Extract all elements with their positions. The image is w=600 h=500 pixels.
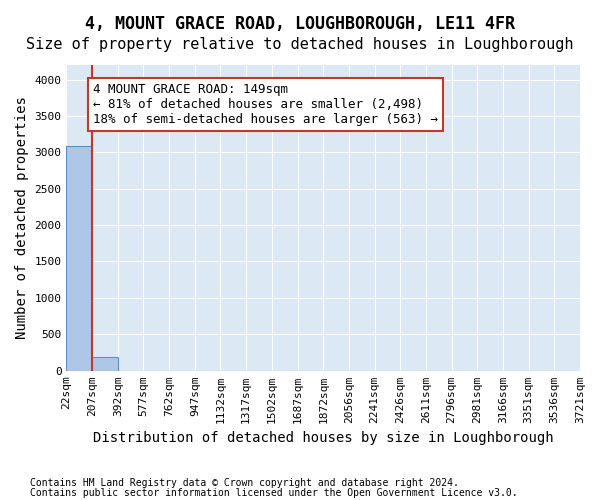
X-axis label: Distribution of detached houses by size in Loughborough: Distribution of detached houses by size … <box>93 431 554 445</box>
Text: 4, MOUNT GRACE ROAD, LOUGHBOROUGH, LE11 4FR: 4, MOUNT GRACE ROAD, LOUGHBOROUGH, LE11 … <box>85 15 515 33</box>
Text: Contains public sector information licensed under the Open Government Licence v3: Contains public sector information licen… <box>30 488 518 498</box>
Bar <box>67 146 92 370</box>
Y-axis label: Number of detached properties: Number of detached properties <box>15 96 29 339</box>
Text: Size of property relative to detached houses in Loughborough: Size of property relative to detached ho… <box>26 38 574 52</box>
Text: Contains HM Land Registry data © Crown copyright and database right 2024.: Contains HM Land Registry data © Crown c… <box>30 478 459 488</box>
Bar <box>92 357 118 370</box>
Text: 4 MOUNT GRACE ROAD: 149sqm
← 81% of detached houses are smaller (2,498)
18% of s: 4 MOUNT GRACE ROAD: 149sqm ← 81% of deta… <box>94 83 439 126</box>
